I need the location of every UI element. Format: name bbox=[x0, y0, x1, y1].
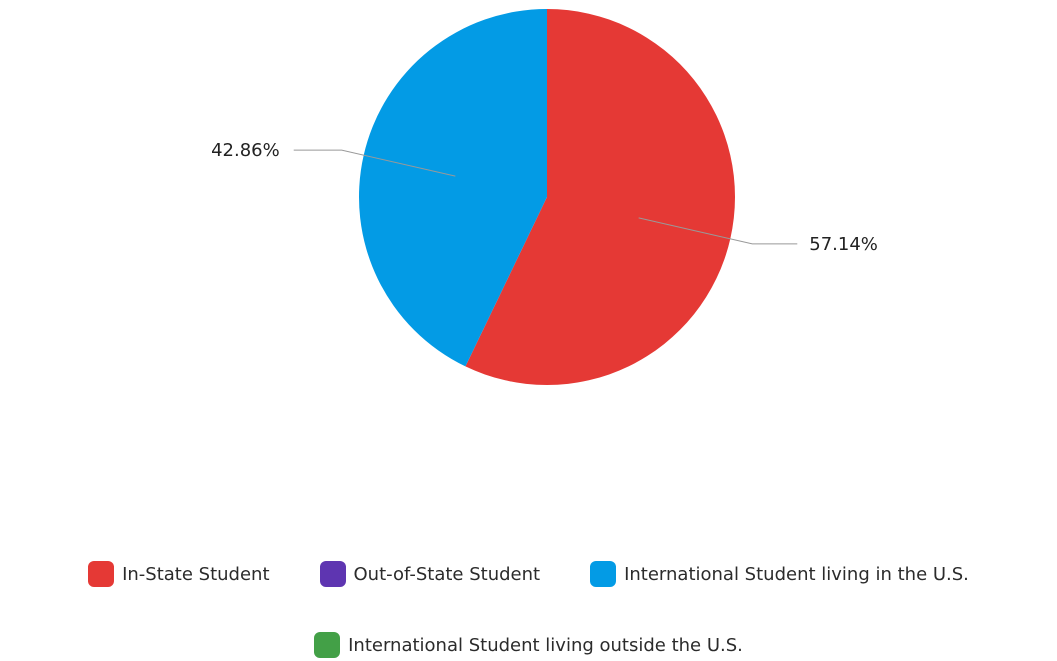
legend-swatch bbox=[590, 561, 617, 587]
legend-label: Out-of-State Student bbox=[353, 563, 541, 585]
leader-line-0 bbox=[638, 217, 798, 245]
legend-item-2[interactable]: International Student living in the U.S. bbox=[590, 561, 969, 587]
legend-label: International Student living outside the… bbox=[348, 634, 743, 656]
legend-row-1: In-State Student Out-of-State Student Inte… bbox=[0, 561, 1057, 587]
legend-label: In-State Student bbox=[122, 563, 270, 585]
leader-line-2 bbox=[293, 149, 456, 177]
data-label-2: 42.86% bbox=[211, 140, 280, 161]
legend-swatch bbox=[314, 632, 341, 658]
legend-item-3[interactable]: International Student living outside the… bbox=[314, 632, 743, 658]
data-label-0: 57.14% bbox=[809, 234, 878, 255]
legend-swatch bbox=[319, 561, 346, 587]
legend-label: International Student living in the U.S. bbox=[624, 563, 969, 585]
legend-row-2: International Student living outside the… bbox=[0, 632, 1057, 658]
pie-slice-0[interactable] bbox=[465, 9, 735, 385]
legend-swatch bbox=[88, 561, 115, 587]
legend-item-1[interactable]: Out-of-State Student bbox=[319, 561, 541, 587]
legend-item-0[interactable]: In-State Student bbox=[88, 561, 270, 587]
pie-slices bbox=[358, 9, 735, 385]
pie-slice-2[interactable] bbox=[358, 9, 547, 367]
leader-lines bbox=[293, 149, 798, 245]
data-labels: 57.14% 42.86% bbox=[211, 140, 878, 255]
